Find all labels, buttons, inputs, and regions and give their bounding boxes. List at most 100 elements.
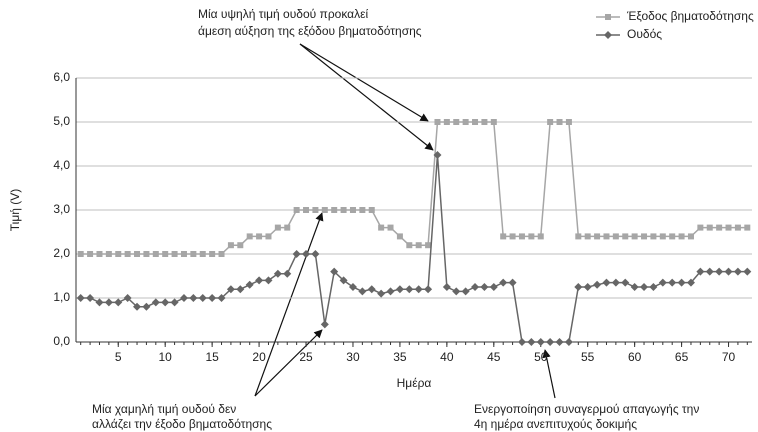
point — [142, 302, 151, 311]
point — [640, 283, 649, 291]
point — [330, 267, 339, 276]
point — [218, 251, 225, 257]
point — [481, 119, 488, 125]
point — [161, 298, 170, 307]
point — [180, 251, 187, 257]
point — [471, 283, 480, 291]
point — [556, 119, 563, 125]
line — [80, 154, 748, 343]
point — [76, 294, 85, 302]
point — [123, 294, 132, 302]
point — [546, 338, 555, 346]
point — [198, 294, 207, 302]
point — [536, 338, 545, 346]
point — [226, 285, 235, 294]
point — [190, 251, 197, 257]
point — [387, 224, 394, 231]
y-tick-label: 0,0 — [53, 334, 70, 348]
x-tick-label: 10 — [159, 350, 173, 364]
point — [348, 283, 357, 291]
point — [209, 251, 216, 257]
legend-label: Ουδός — [627, 27, 662, 41]
point — [349, 207, 356, 213]
x-axis-label: Ημέρα — [397, 376, 432, 390]
y-tick-label: 2,0 — [53, 246, 70, 260]
point — [472, 119, 479, 125]
point — [87, 251, 94, 257]
point — [115, 251, 122, 257]
point — [179, 294, 188, 302]
point — [649, 283, 658, 291]
point — [302, 250, 311, 258]
point — [705, 267, 714, 276]
point — [659, 233, 666, 240]
point — [631, 233, 638, 240]
point — [359, 207, 366, 213]
point — [650, 233, 657, 240]
point — [246, 233, 253, 240]
point — [621, 278, 630, 287]
point — [283, 269, 292, 278]
point — [86, 294, 95, 302]
point — [518, 233, 525, 240]
point — [386, 287, 395, 296]
point — [687, 233, 694, 240]
point — [452, 287, 461, 296]
point — [630, 283, 639, 291]
point — [499, 278, 508, 287]
point — [716, 224, 723, 231]
point — [95, 298, 104, 307]
point — [124, 251, 131, 257]
point — [574, 283, 583, 291]
point — [461, 287, 470, 296]
annotation: Μία χαμηλή τιμή ουδού δεν — [92, 402, 236, 416]
point — [104, 298, 113, 307]
point — [612, 233, 619, 240]
point — [367, 285, 376, 294]
point — [152, 251, 159, 257]
y-tick-label: 1,0 — [53, 290, 70, 304]
point — [433, 151, 442, 159]
point — [331, 207, 338, 213]
x-tick-label: 15 — [205, 350, 219, 364]
point — [199, 251, 206, 257]
point — [528, 233, 535, 240]
x-tick-label: 50 — [534, 350, 548, 364]
point — [743, 267, 752, 276]
x-tick-label: 5 — [115, 350, 122, 364]
point — [490, 119, 497, 125]
point — [133, 302, 142, 311]
point — [425, 242, 432, 249]
point — [77, 251, 84, 257]
point — [151, 298, 160, 307]
point — [602, 278, 611, 287]
point — [303, 207, 310, 213]
point — [442, 283, 451, 291]
x-tick-label: 20 — [252, 350, 266, 364]
point — [744, 224, 751, 231]
point — [537, 233, 544, 240]
point — [500, 233, 507, 240]
point — [603, 233, 610, 240]
point — [725, 224, 732, 231]
point — [584, 233, 591, 240]
point — [368, 207, 375, 213]
y-tick-label: 6,0 — [53, 70, 70, 84]
point — [292, 250, 301, 258]
point — [604, 31, 612, 39]
point — [611, 278, 620, 287]
point — [114, 298, 123, 307]
point — [696, 267, 705, 276]
point — [105, 251, 112, 257]
point — [668, 278, 677, 287]
legend-label: Έξοδος βηματοδότησης — [626, 9, 754, 23]
point — [320, 320, 329, 329]
point — [517, 338, 526, 346]
point — [358, 287, 367, 296]
arrows — [254, 43, 556, 399]
y-axis-label: Τιμή (V) — [8, 189, 22, 231]
point — [555, 338, 564, 346]
point — [594, 233, 601, 240]
point — [706, 224, 713, 231]
